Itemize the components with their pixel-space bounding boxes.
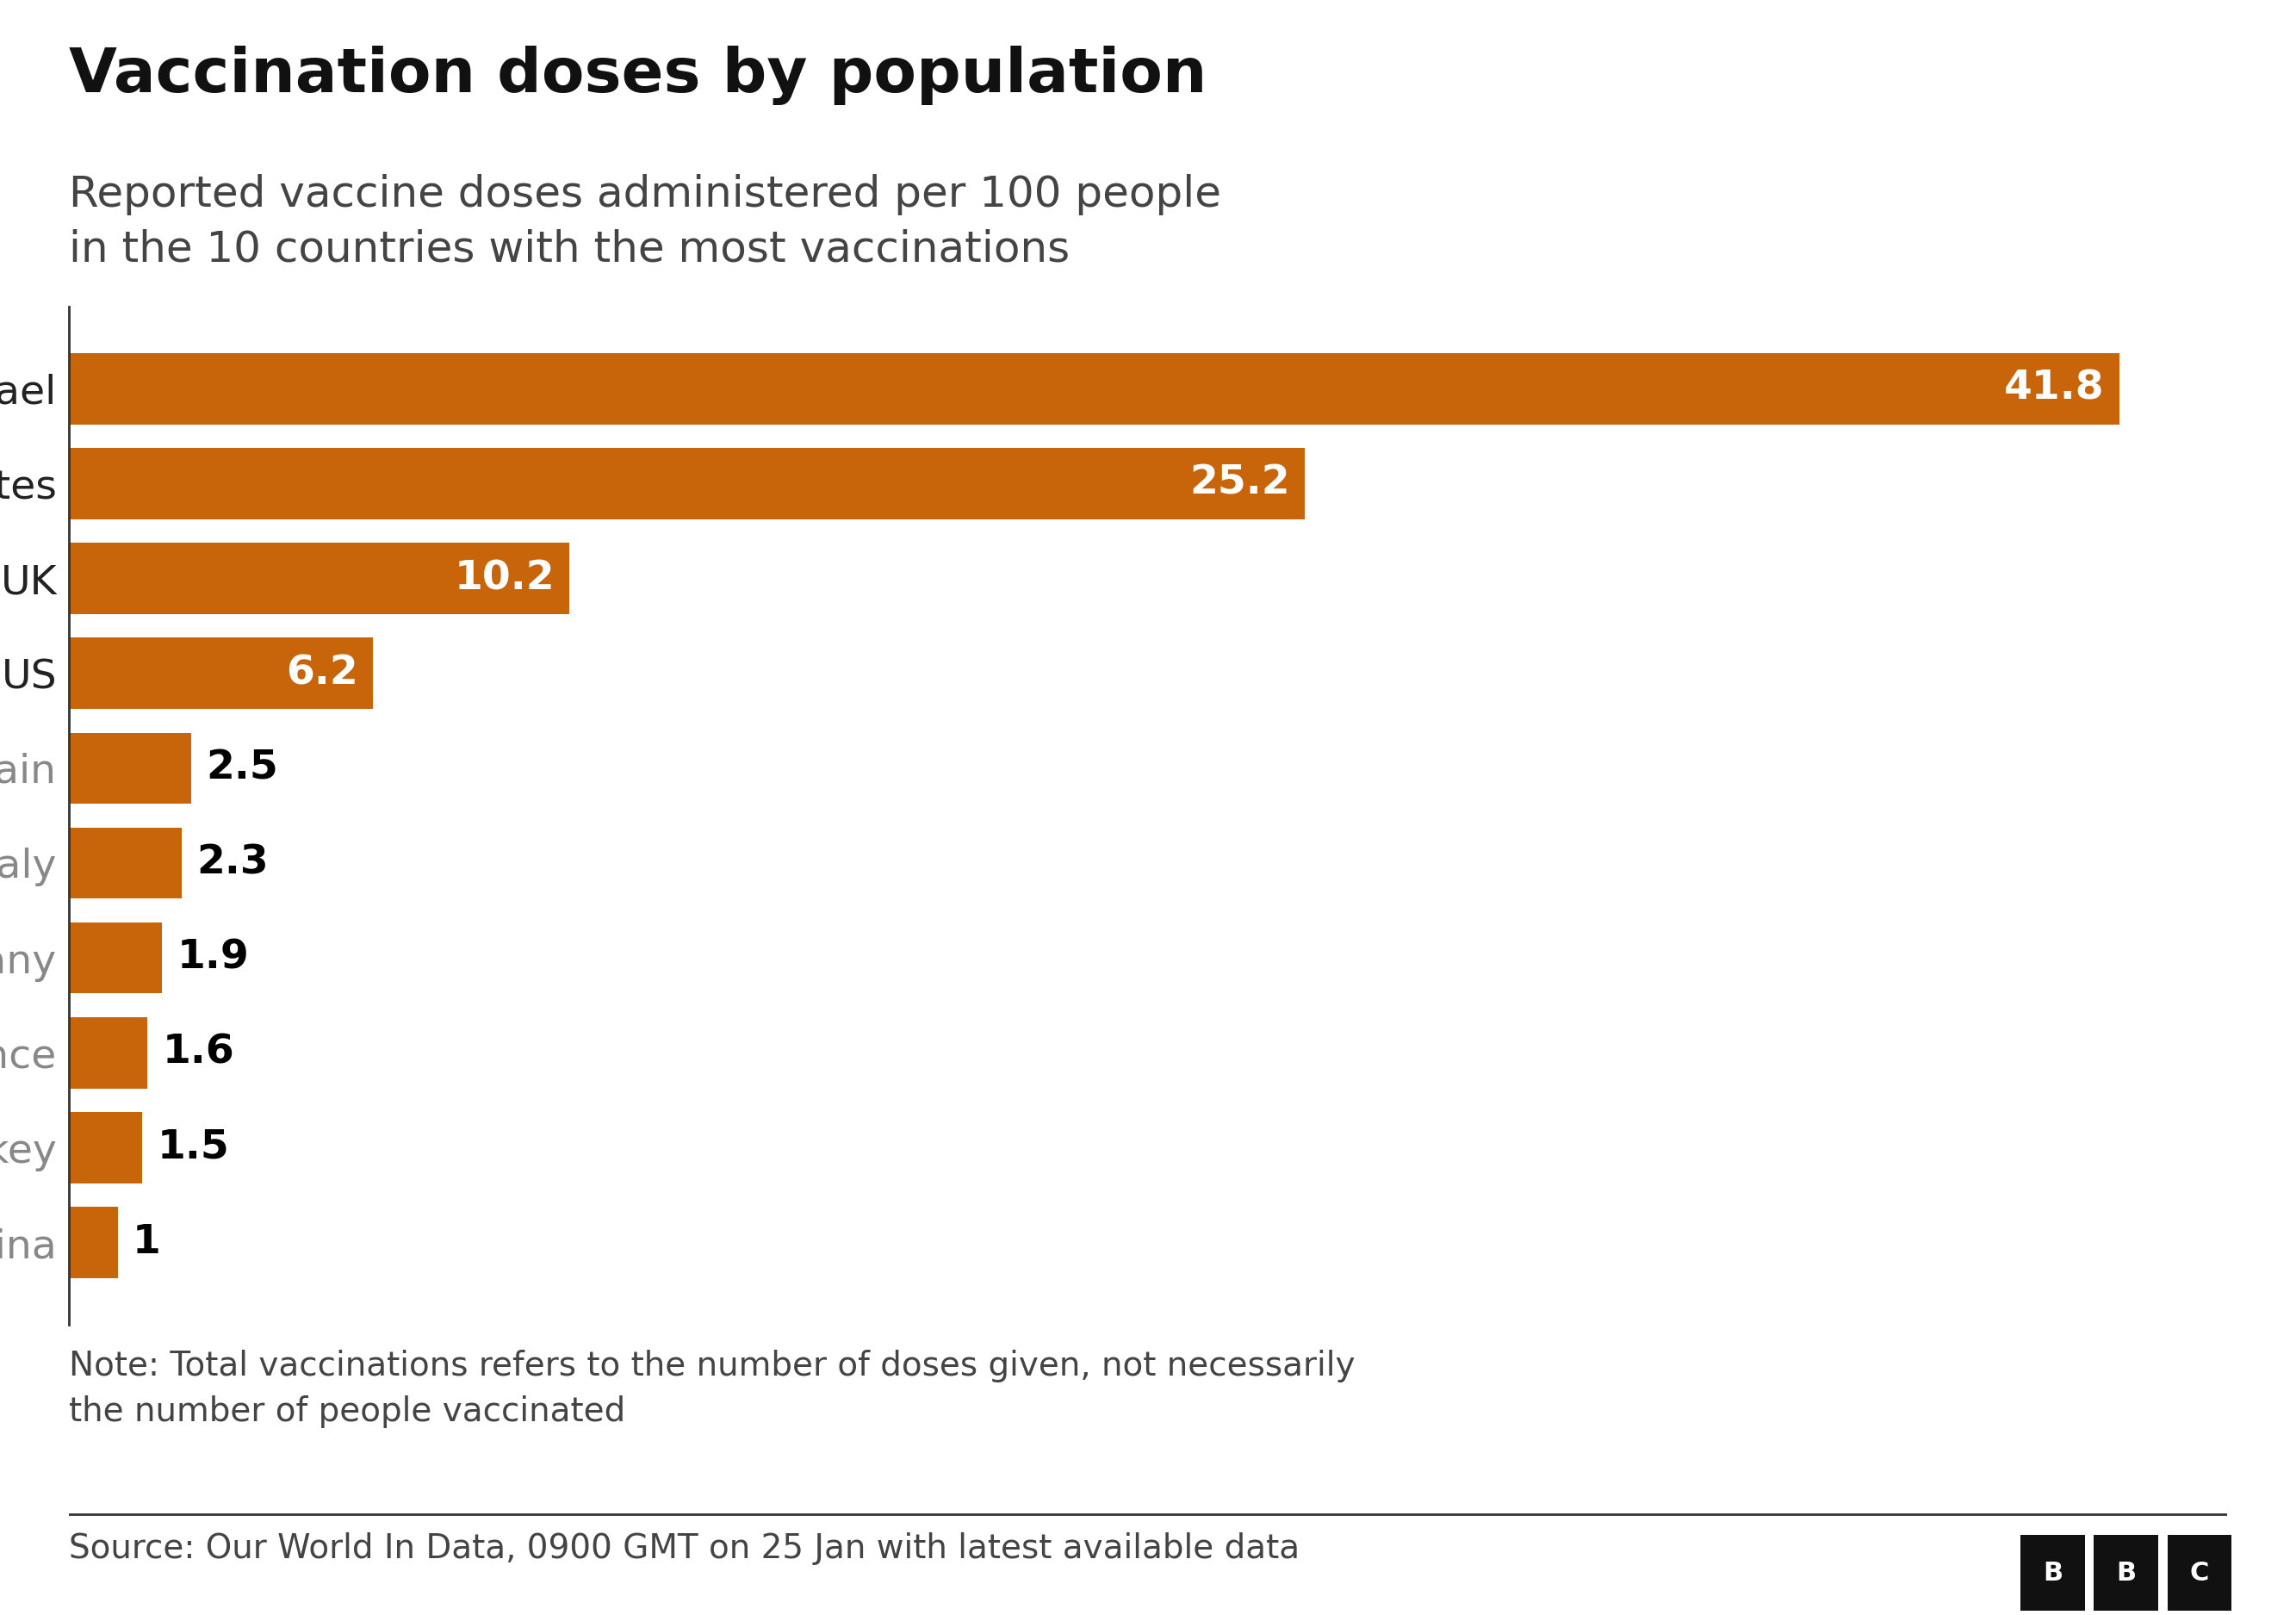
Text: Note: Total vaccinations refers to the number of doses given, not necessarily
th: Note: Total vaccinations refers to the n… xyxy=(69,1350,1355,1428)
Text: 1.6: 1.6 xyxy=(163,1034,234,1072)
Text: 2.5: 2.5 xyxy=(207,749,278,788)
Text: 10.2: 10.2 xyxy=(455,559,556,598)
Bar xyxy=(69,354,2119,425)
FancyBboxPatch shape xyxy=(2167,1534,2232,1610)
Text: 1: 1 xyxy=(133,1223,161,1261)
Bar xyxy=(69,543,569,614)
Text: B: B xyxy=(2043,1560,2062,1586)
Text: 1.5: 1.5 xyxy=(156,1129,230,1168)
Text: 6.2: 6.2 xyxy=(287,654,358,693)
Text: Source: Our World In Data, 0900 GMT on 25 Jan with latest available data: Source: Our World In Data, 0900 GMT on 2… xyxy=(69,1533,1300,1565)
Text: 2.3: 2.3 xyxy=(197,843,269,882)
Bar xyxy=(69,638,372,709)
Bar xyxy=(69,733,191,804)
Text: Vaccination doses by population: Vaccination doses by population xyxy=(69,45,1208,105)
Bar xyxy=(69,827,181,898)
Text: B: B xyxy=(2117,1560,2135,1586)
Text: 1.9: 1.9 xyxy=(177,938,248,977)
Bar xyxy=(69,1017,147,1089)
FancyBboxPatch shape xyxy=(2020,1534,2085,1610)
Bar xyxy=(69,447,1304,518)
Text: 25.2: 25.2 xyxy=(1189,464,1290,502)
Text: C: C xyxy=(2190,1560,2209,1586)
Bar xyxy=(69,1206,117,1277)
Text: Reported vaccine doses administered per 100 people
in the 10 countries with the : Reported vaccine doses administered per … xyxy=(69,174,1221,270)
FancyBboxPatch shape xyxy=(2094,1534,2158,1610)
Bar xyxy=(69,1113,142,1184)
Bar xyxy=(69,922,163,993)
Text: 41.8: 41.8 xyxy=(2004,370,2105,409)
